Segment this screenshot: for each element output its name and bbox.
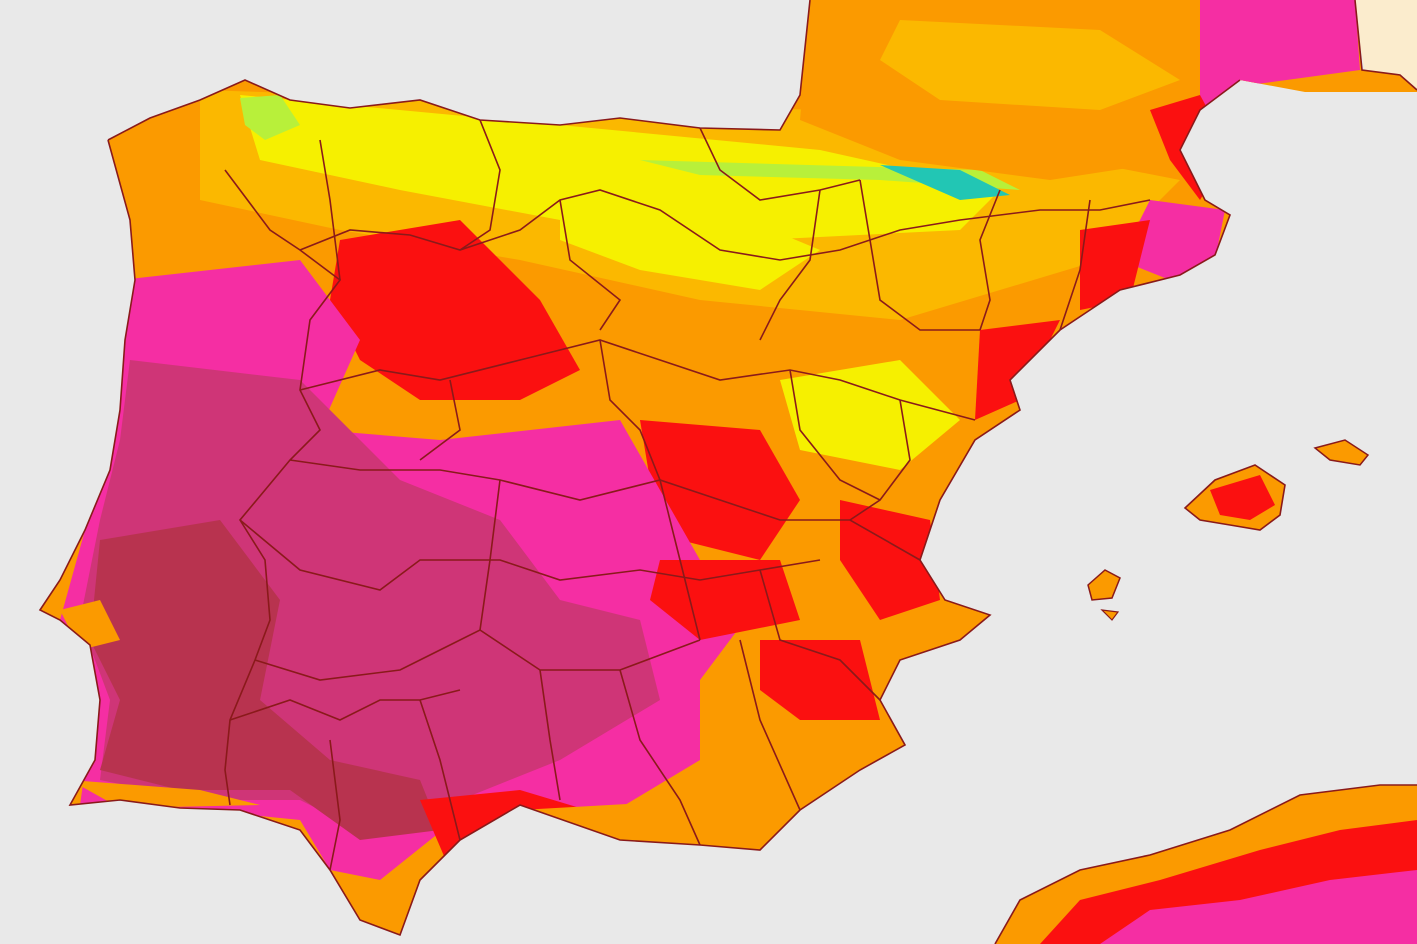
menorca-island (1313, 439, 1370, 466)
africa-coastline (994, 784, 1417, 944)
ibiza-island (1087, 569, 1121, 601)
formentera-island (1100, 609, 1120, 621)
mallorca-island (1185, 465, 1285, 530)
administrative-borders (38, 0, 1417, 937)
mallorca-coastline (1183, 464, 1286, 531)
france-corner (1352, 0, 1417, 90)
